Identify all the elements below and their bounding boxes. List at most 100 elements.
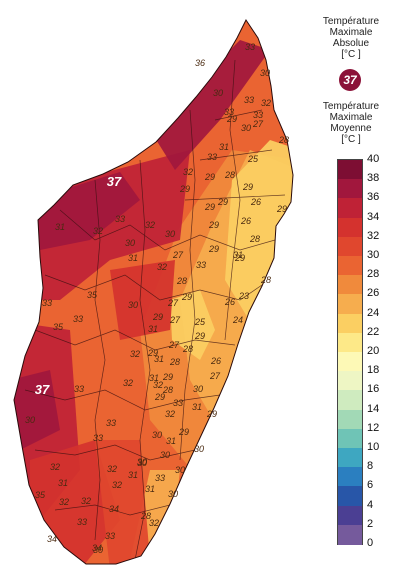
- color-scale-tick: 36: [367, 191, 380, 204]
- color-scale-swatch: [338, 256, 362, 276]
- region-temp-label: 28: [162, 385, 173, 395]
- region-temp-label: 32: [123, 378, 133, 388]
- region-temp-label: 30: [137, 458, 147, 468]
- region-temp-label: 26: [210, 356, 221, 366]
- color-scale-swatch: [338, 275, 362, 295]
- region-temp-label: 28: [169, 357, 180, 367]
- color-scale-tick: 20: [367, 345, 380, 357]
- region-temp-label: 28: [249, 234, 260, 244]
- region-temp-label: 32: [183, 167, 193, 177]
- color-scale-swatch: [338, 524, 362, 545]
- region-temp-label: 33: [74, 384, 84, 394]
- color-scale-tick: 22: [367, 325, 380, 338]
- color-scale-swatch: [338, 428, 362, 449]
- region-temp-label: 35: [87, 290, 98, 300]
- region-temp-label: 29: [276, 204, 287, 214]
- region-temp-label: 27: [167, 298, 179, 308]
- color-scale-tick: 32: [367, 229, 380, 242]
- color-scale-tick: 38: [367, 172, 380, 185]
- region-temp-label: 25: [247, 154, 259, 164]
- absolute-max-markers: 37 37: [35, 174, 122, 397]
- region-temp-label: 32: [112, 480, 122, 490]
- region-temp-label: 27: [169, 315, 181, 325]
- region-temp-label: 29: [181, 292, 192, 302]
- region-temp-label: 29: [154, 392, 165, 402]
- color-scale-tick: 4: [367, 498, 374, 511]
- region-temp-label: 28: [182, 344, 193, 354]
- region-temp-label: 30: [152, 430, 162, 440]
- region-temp-label: 32: [93, 226, 103, 236]
- region-temp-label: 24: [232, 315, 243, 325]
- district-border: [34, 329, 236, 351]
- region-temp-label: 28: [224, 170, 235, 180]
- region-temp-label: 33: [155, 473, 165, 483]
- color-scale-swatch: [338, 371, 362, 391]
- region-temp-label: 31: [192, 402, 202, 412]
- district-border: [59, 209, 276, 251]
- legend-absolute-badge: 37: [339, 69, 361, 91]
- region-temp-label: 32: [261, 98, 271, 108]
- region-temp-label: 32: [153, 380, 163, 390]
- district-border: [214, 109, 263, 121]
- region-temp-label: 28: [176, 276, 187, 286]
- region-temp-label: 33: [77, 517, 87, 527]
- color-scale-tick: 8: [367, 460, 374, 473]
- region-temp-label: 31: [149, 373, 159, 383]
- color-scale-tick: 28: [367, 268, 380, 281]
- region-temp-label: 33: [253, 110, 263, 120]
- color-scale-swatch: [338, 505, 362, 526]
- heat-zone: [14, 370, 60, 450]
- region-temp-label: 34: [92, 543, 102, 553]
- color-scale-swatch: [338, 409, 362, 430]
- region-temp-label: 32: [130, 349, 140, 359]
- region-temp-label: 33: [196, 260, 206, 270]
- region-temp-label: 31: [128, 470, 138, 480]
- color-scale-tick: 34: [367, 210, 380, 223]
- district-border: [44, 274, 263, 301]
- region-temp-label: 30: [128, 300, 138, 310]
- district-border: [34, 444, 196, 461]
- region-temp-label: 29: [208, 220, 219, 230]
- region-temp-label: 26: [240, 216, 251, 226]
- color-scale-swatch: [338, 160, 362, 180]
- color-scale-bar: [337, 159, 363, 545]
- region-temp-label: 27: [209, 371, 221, 381]
- region-temp-label: 30: [193, 384, 203, 394]
- color-scale-swatch: [338, 486, 362, 507]
- region-temp-label: 30: [93, 545, 103, 555]
- region-temp-label: 27: [168, 340, 180, 350]
- region-temp-label: 30: [25, 415, 35, 425]
- color-scale-tick: 0: [367, 537, 374, 549]
- region-temp-label: 32: [149, 518, 159, 528]
- district-border: [134, 159, 151, 561]
- region-temp-label: 30: [125, 238, 135, 248]
- district-border: [199, 149, 273, 161]
- color-scale-swatch: [338, 390, 362, 411]
- region-temp-label: 33: [245, 42, 255, 52]
- color-scale-tick: 16: [367, 383, 380, 396]
- color-scale-tick: 24: [367, 306, 380, 319]
- region-temp-label: 30: [168, 489, 178, 499]
- region-temp-label: 25: [194, 317, 206, 327]
- region-temp-label: 29: [226, 114, 237, 124]
- region-temp-label: 29: [179, 184, 190, 194]
- region-temp-label: 29: [178, 427, 189, 437]
- color-scale-tick: 10: [367, 441, 380, 453]
- color-scale-swatch: [338, 352, 362, 372]
- region-temp-label: 33: [207, 152, 217, 162]
- heat-zone: [110, 260, 175, 340]
- region-temp-label: 29: [234, 253, 245, 263]
- region-temp-label: 30: [213, 88, 223, 98]
- color-scale-tick: 30: [367, 249, 380, 261]
- color-scale-tick: 6: [367, 479, 374, 492]
- color-scale-swatch: [338, 313, 362, 334]
- region-temp-label: 29: [194, 331, 205, 341]
- region-temp-label: 31: [154, 354, 164, 364]
- district-border: [94, 179, 106, 541]
- color-scale-swatch: [338, 467, 362, 487]
- region-temp-label: 35: [53, 322, 64, 332]
- region-temp-label: 32: [145, 220, 155, 230]
- color-scale-swatch: [338, 448, 362, 468]
